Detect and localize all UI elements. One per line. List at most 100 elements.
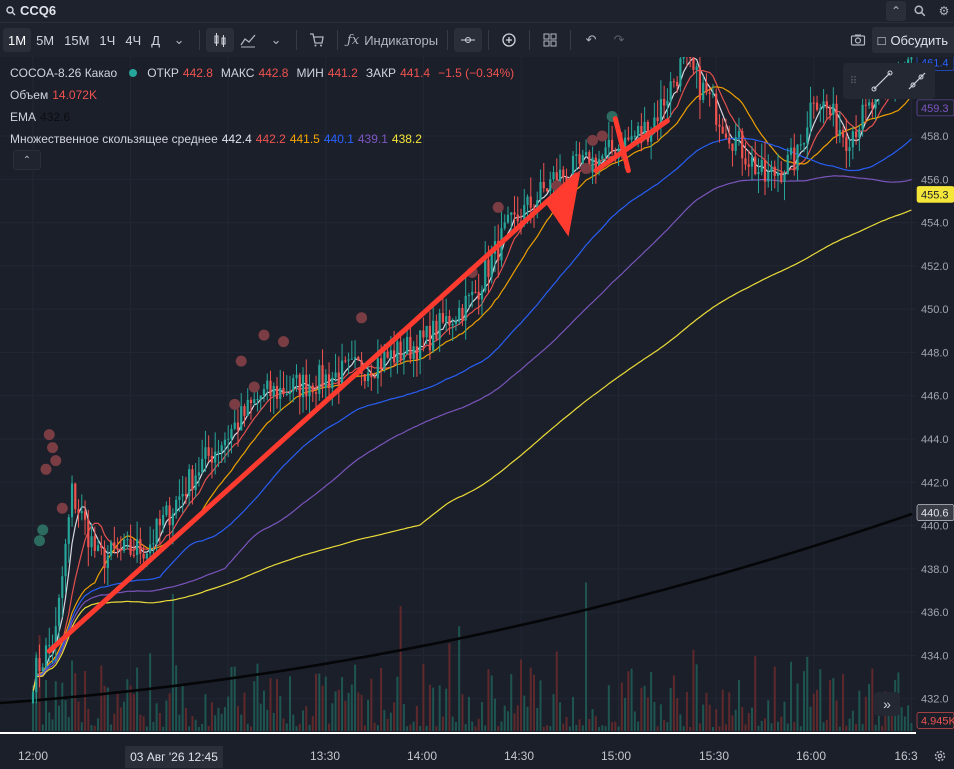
- redo-icon[interactable]: ↷: [613, 32, 625, 47]
- timeframe-15m[interactable]: 15M: [64, 32, 90, 48]
- candle-body: [545, 188, 549, 192]
- candle-body: [575, 154, 578, 156]
- ma-label: Множественное скользящее среднее: [10, 132, 218, 146]
- volume-bar: [542, 726, 545, 731]
- candle-body: [230, 428, 233, 439]
- candle-body: [539, 181, 542, 201]
- candle-body: [425, 325, 428, 338]
- candle-body: [419, 330, 422, 360]
- volume-bar: [845, 725, 848, 731]
- time-tick-label: 16:00: [796, 749, 826, 763]
- trade-marker-sell: [356, 312, 368, 324]
- candle-body: [272, 385, 275, 397]
- timeframe-5m[interactable]: 5M: [36, 32, 55, 48]
- ray-line-icon[interactable]: [906, 70, 928, 92]
- chevron-up-icon[interactable]: ⌃: [886, 1, 906, 21]
- timeframe-4h[interactable]: 4Ч: [125, 32, 142, 48]
- trend-line-icon[interactable]: [871, 70, 893, 92]
- volume-bar: [419, 726, 422, 731]
- volume-bar: [194, 719, 197, 731]
- volume-bar: [503, 705, 506, 731]
- candle-body: [201, 458, 204, 473]
- symbol-search[interactable]: CCQ6: [6, 3, 56, 18]
- candle-body: [467, 295, 471, 297]
- drag-handle-icon[interactable]: ⠿: [849, 75, 858, 87]
- chart-area[interactable]: 458.0 456.0 454.0 452.0 450.0 448.0 446.0 444.0…: [0, 57, 954, 769]
- candle-body: [422, 330, 425, 338]
- volume-bar: [672, 675, 675, 731]
- add-circle-icon[interactable]: [495, 28, 523, 52]
- candle-body: [711, 93, 715, 95]
- trade-marker-sell: [235, 355, 247, 367]
- candle-body: [715, 93, 718, 125]
- volume-bar: [510, 674, 513, 731]
- layout-grid-icon[interactable]: [536, 28, 564, 52]
- settings-gear-icon[interactable]: [928, 745, 952, 767]
- volume-bar: [526, 706, 529, 731]
- divider: [296, 30, 298, 50]
- timeframe-1m[interactable]: 1M: [3, 28, 32, 52]
- candle-body: [484, 259, 487, 291]
- chart-legend: COCOA-8.26 Какао ОТКР 442.8 МАКС 442.8 МИН…: [10, 62, 514, 150]
- cart-icon[interactable]: [303, 28, 331, 52]
- volume-bar: [262, 690, 265, 731]
- candle-body: [591, 157, 594, 173]
- candle-body: [910, 57, 913, 60]
- crosshair-mode-icon[interactable]: [454, 28, 483, 52]
- price-tick-label: 434.0: [921, 650, 949, 662]
- indicators-button[interactable]: ƒx Индикаторы: [344, 28, 441, 52]
- camera-icon[interactable]: [844, 28, 872, 52]
- candle-body: [737, 131, 741, 138]
- candle-body: [31, 692, 35, 704]
- chevron-down-icon[interactable]: ⌄: [173, 32, 185, 47]
- candle-body: [227, 438, 230, 440]
- volume-bar: [480, 702, 483, 731]
- volume-bar: [562, 723, 565, 731]
- ma-value-2: 442.2: [255, 132, 286, 146]
- gear-icon[interactable]: ⚙: [938, 4, 950, 18]
- candles-icon[interactable]: [206, 28, 235, 52]
- undo-icon[interactable]: ↶: [585, 32, 597, 47]
- candle-body: [435, 320, 438, 340]
- timeframe-1h[interactable]: 1Ч: [99, 32, 116, 48]
- volume-bar: [676, 697, 679, 731]
- trade-marker-sell: [258, 329, 270, 341]
- time-tick-label: 13:30: [310, 749, 340, 763]
- volume-bar: [181, 684, 184, 731]
- volume-bar: [393, 702, 396, 731]
- area-chart-icon[interactable]: [234, 28, 262, 52]
- candle-body: [448, 315, 451, 326]
- volume-bar: [838, 726, 841, 731]
- drawing-tools-panel: ⠿: [843, 63, 935, 99]
- timeframe-day[interactable]: Д: [151, 32, 161, 48]
- ma-value-1: 442.4: [221, 132, 252, 146]
- scroll-to-realtime-button[interactable]: »: [874, 692, 900, 716]
- price-badge: [916, 712, 954, 729]
- volume-bar: [438, 685, 441, 731]
- chevron-down-icon[interactable]: ⌄: [270, 32, 282, 47]
- volume-bar: [737, 679, 740, 731]
- ma-value-6: 438.2: [391, 132, 422, 146]
- volume-bar: [223, 706, 226, 731]
- volume-bar: [598, 726, 601, 731]
- discuss-button[interactable]: □ Обсудить: [871, 27, 954, 53]
- volume-bar: [354, 664, 357, 731]
- candle-body: [656, 117, 659, 122]
- candle-body: [773, 166, 776, 176]
- candle-body: [695, 66, 698, 70]
- price-chart[interactable]: 458.0 456.0 454.0 452.0 450.0 448.0 446.0 444.0…: [0, 57, 954, 769]
- candle-body: [344, 360, 347, 362]
- candle-body: [285, 393, 288, 395]
- candle-body: [815, 102, 819, 110]
- search-icon[interactable]: [910, 1, 930, 21]
- volume-bar: [825, 719, 828, 731]
- volume-bar: [816, 689, 819, 731]
- candle-body: [38, 658, 41, 672]
- candle-body: [705, 82, 708, 93]
- legend-collapse-button[interactable]: ⌃: [13, 150, 41, 170]
- ema-label: EMA: [10, 110, 37, 124]
- volume-bar: [643, 685, 646, 731]
- candle-body: [581, 155, 584, 164]
- candle-body: [184, 494, 188, 496]
- candle-body: [822, 101, 825, 109]
